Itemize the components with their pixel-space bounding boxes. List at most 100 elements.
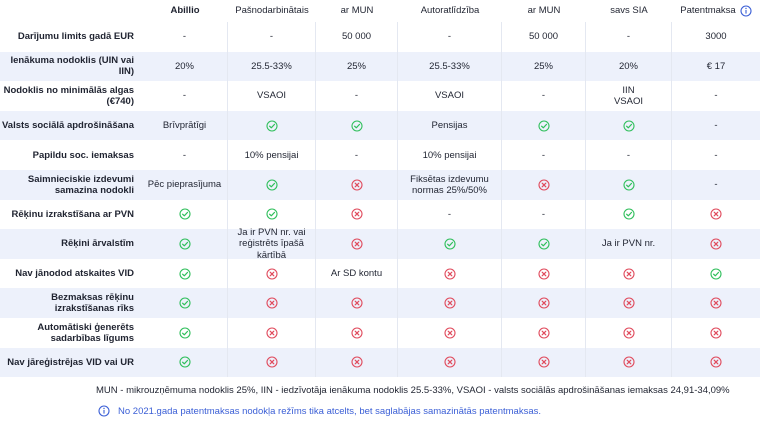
table-cell — [316, 110, 398, 141]
table-cell — [672, 348, 760, 378]
header-empty — [0, 0, 142, 22]
table-body: Darījumu limits gadā EUR - -50 000-50 000-… — [0, 22, 760, 378]
table-cell: VSAOI — [228, 81, 316, 111]
cross-circle-icon — [350, 327, 363, 339]
table-cell: Pensijas — [398, 110, 502, 141]
table-cell — [316, 229, 398, 259]
table-cell: - — [316, 140, 398, 170]
cross-circle-icon — [350, 238, 363, 250]
table-cell: 50 000 — [316, 22, 398, 52]
cross-circle-icon — [265, 297, 278, 309]
cross-circle-icon — [537, 267, 550, 280]
table-cell — [398, 258, 502, 289]
table-row: Saimnieciskie izdevumi samazina nodokli P… — [0, 169, 760, 200]
cross-circle-icon — [350, 356, 363, 368]
table-cell: - — [142, 22, 228, 52]
table-cell — [502, 110, 586, 141]
cross-circle-icon — [443, 297, 456, 309]
row-label: Nav jāreģistrējas VID vai UR — [7, 356, 134, 368]
table-row: Darījumu limits gadā EUR - -50 000-50 000-… — [0, 22, 760, 52]
check-circle-icon — [622, 179, 635, 191]
table-cell: € 17 — [706, 60, 726, 72]
table-cell — [586, 317, 672, 348]
check-circle-icon — [178, 208, 191, 220]
table-cell: - — [228, 22, 316, 52]
table-cell: Brīvprātīgi — [142, 110, 228, 141]
check-circle-icon — [178, 327, 191, 339]
table-cell — [316, 347, 398, 378]
cross-circle-icon — [710, 297, 722, 309]
column-header-self-employed: Pašnodarbinātais — [235, 5, 309, 17]
table-cell: Ar SD kontu — [316, 258, 398, 289]
table-row: Nav jānodod atskaites VID Ar SD kontu — [0, 258, 760, 289]
table-cell — [672, 318, 760, 348]
table-cell: Ja ir PVN nr. — [586, 229, 672, 259]
cross-circle-icon — [265, 267, 278, 280]
table-cell: 10% pensijai — [398, 140, 502, 170]
cross-circle-icon — [622, 267, 635, 280]
table-cell — [142, 288, 228, 318]
row-label: Bezmaksas rēķinu izrakstīšanas rīks — [51, 291, 134, 315]
table-cell: - — [714, 90, 718, 102]
check-circle-icon — [622, 208, 635, 220]
table-cell: 25% — [502, 51, 586, 82]
table-cell — [228, 288, 316, 318]
table-cell — [502, 317, 586, 348]
abbreviations-footnote: MUN - mikrouzņēmuma nodoklis 25%, IIN - … — [96, 385, 730, 396]
table-cell — [228, 258, 316, 289]
row-label: Nodoklis no minimālās algas (€740) — [3, 84, 134, 107]
table-row: Bezmaksas rēķinu izrakstīšanas rīks — [0, 288, 760, 318]
table-cell: Fiksētas izdevumu normas 25%/50% — [398, 169, 502, 200]
check-circle-icon — [178, 297, 191, 309]
row-label: Nav jānodod atskaites VID — [15, 267, 134, 279]
row-label: Darījumu limits gadā EUR — [17, 31, 134, 43]
table-cell: - — [714, 179, 718, 191]
table-cell: - — [316, 81, 398, 111]
table-cell — [398, 288, 502, 318]
info-circle-icon[interactable] — [740, 5, 752, 17]
check-circle-icon — [178, 238, 191, 250]
row-label: Valsts sociālā apdrošināšana — [1, 119, 134, 131]
table-cell — [672, 229, 760, 259]
table-cell — [586, 110, 672, 141]
table-cell — [586, 199, 672, 230]
cross-circle-icon — [710, 238, 722, 250]
table-cell: 3000 — [705, 31, 727, 43]
cross-circle-icon — [350, 208, 363, 220]
table-cell: - — [714, 149, 718, 161]
table-cell — [398, 347, 502, 378]
table-row: Rēķinu izrakstīšana ar PVN - - — [0, 199, 760, 230]
table-row: Valsts sociālā apdrošināšana Brīvprātīgi P… — [0, 110, 760, 141]
table-cell: 25.5-33% — [398, 51, 502, 82]
comparison-table: Abillio Pašnodarbinātais ar MUN Autoratl… — [0, 0, 760, 378]
table-cell: 10% pensijai — [228, 140, 316, 170]
table-row: Papildu soc. iemaksas -10% pensijai -10% p… — [0, 140, 760, 170]
table-cell — [502, 258, 586, 289]
table-cell: - — [714, 119, 718, 131]
table-row: Rēķini ārvalstīm Ja ir PVN nr. vai reģist… — [0, 227, 760, 261]
table-cell: - — [398, 199, 502, 230]
table-cell: - — [586, 22, 672, 52]
cross-circle-icon — [710, 356, 722, 368]
cross-circle-icon — [622, 327, 635, 339]
table-cell — [142, 258, 228, 289]
table-cell — [142, 347, 228, 378]
table-cell: 20% — [586, 51, 672, 82]
table-cell — [586, 288, 672, 318]
table-cell: IIN VSAOI — [586, 81, 672, 111]
column-header-mun: ar MUN — [340, 5, 374, 17]
table-cell — [316, 317, 398, 348]
table-row: Automātiski ģenerēts sadarbības līgums — [0, 317, 760, 348]
table-cell: VSAOI — [398, 81, 502, 111]
check-circle-icon — [710, 267, 722, 280]
table-cell — [502, 288, 586, 318]
table-cell: - — [142, 81, 228, 111]
check-circle-icon — [265, 208, 278, 220]
table-cell: Ja ir PVN nr. vai reģistrēts īpašā kārtī… — [228, 227, 316, 261]
table-cell — [228, 110, 316, 141]
check-circle-icon — [265, 120, 278, 132]
row-label: Saimnieciskie izdevumi samazina nodokli — [27, 173, 134, 196]
table-cell — [316, 288, 398, 318]
check-circle-icon — [265, 179, 278, 191]
cross-circle-icon — [622, 297, 635, 309]
